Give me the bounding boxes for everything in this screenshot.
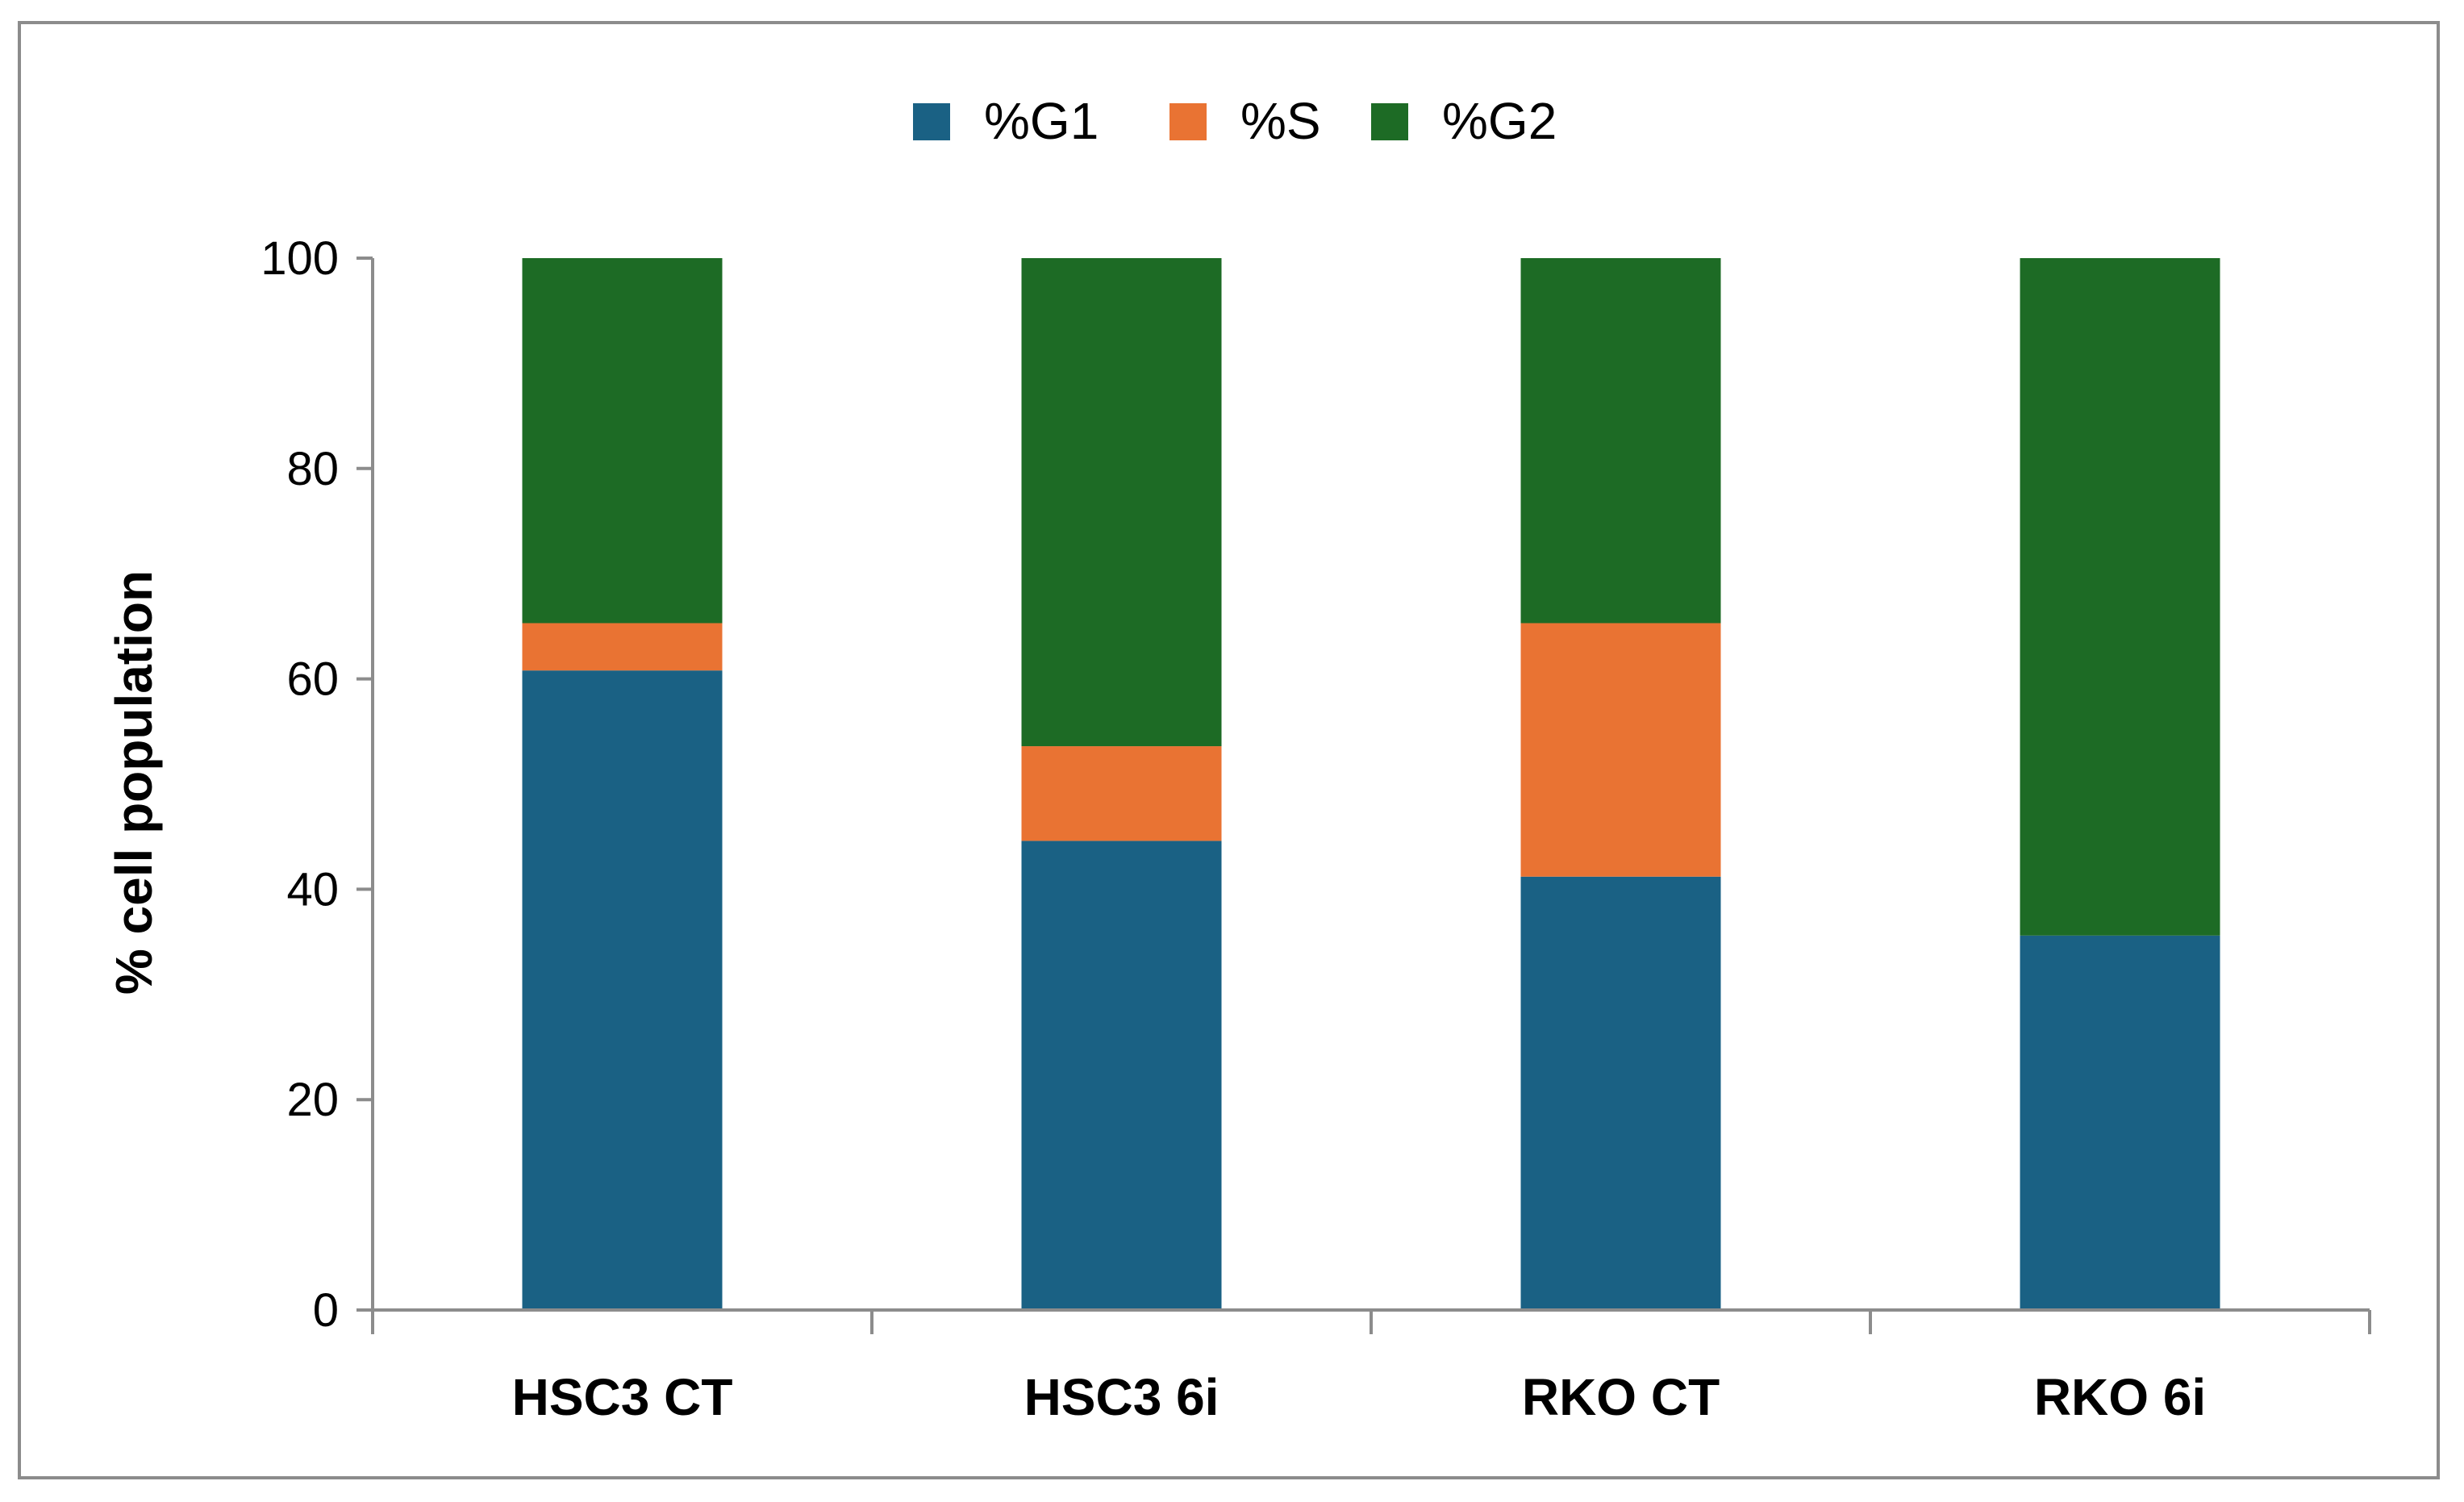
bar-segment — [1520, 258, 1721, 624]
bar-segment — [2020, 935, 2220, 1310]
bar-segment — [1520, 876, 1721, 1310]
y-tick-label: 100 — [261, 232, 339, 285]
bar-segment — [522, 623, 723, 671]
legend-label: %G2 — [1442, 92, 1557, 150]
y-tick-label: 60 — [286, 653, 339, 706]
y-axis-title: % cell population — [105, 570, 163, 995]
legend-label: %G1 — [984, 92, 1099, 150]
legend-swatch — [1371, 103, 1408, 140]
bars — [522, 258, 2220, 1310]
y-tick-label: 80 — [286, 443, 339, 495]
bar-segment — [1021, 746, 1222, 841]
legend-swatch — [1169, 103, 1207, 140]
y-ticks: 0 20 40 60 80 100 — [261, 232, 373, 1337]
y-tick-label: 40 — [286, 863, 339, 916]
x-tick-label: HSC3 6i — [1024, 1368, 1219, 1426]
legend: %G1 %S %G2 — [913, 92, 1557, 150]
x-tick-label: RKO 6i — [2034, 1368, 2206, 1426]
bar-segment — [1520, 623, 1721, 877]
legend-swatch — [913, 103, 950, 140]
bar-segment — [1021, 258, 1222, 747]
x-tick-label: RKO CT — [1522, 1368, 1720, 1426]
x-ticks: HSC3 CT HSC3 6i RKO CT RKO 6i — [371, 1310, 2371, 1426]
x-tick-label: HSC3 CT — [512, 1368, 733, 1426]
bar-segment — [1021, 841, 1222, 1310]
y-tick-label: 0 — [313, 1284, 339, 1337]
bar-segment — [522, 670, 723, 1310]
legend-label: %S — [1240, 92, 1321, 150]
bar-segment — [2020, 258, 2220, 936]
y-tick-label: 20 — [286, 1074, 339, 1126]
bar-segment — [522, 258, 723, 624]
